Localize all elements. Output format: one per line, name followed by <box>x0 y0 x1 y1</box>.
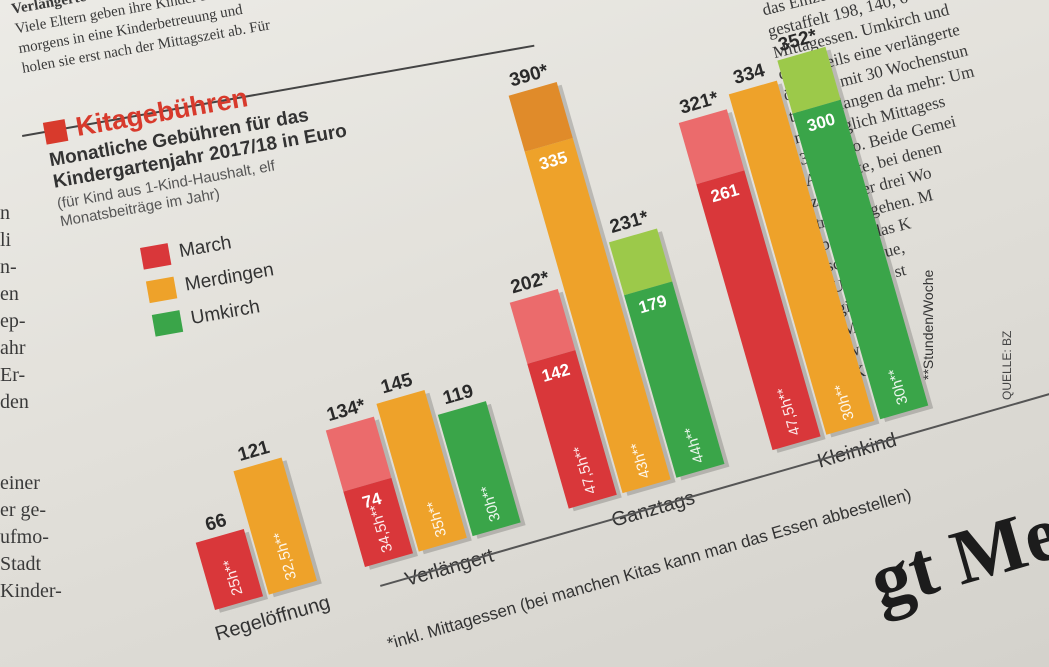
source-label: QUELLE: BZ <box>1000 330 1014 400</box>
left-column-line: n <box>0 202 10 224</box>
bar-group: 261321*47,5h**33430h**300352*30h**Kleink… <box>677 25 934 473</box>
left-column-line: en <box>0 283 19 305</box>
bar-merdingen <box>728 80 875 435</box>
bar-umkirch <box>792 99 929 420</box>
unit-note: **Stunden/Woche <box>920 269 936 380</box>
bar-total-label: 145 <box>379 369 416 398</box>
bar-top-segment <box>509 288 576 364</box>
left-column-line: ep- <box>0 310 26 332</box>
left-article-column: n li n-en ep-ahr Er-den einer er ge-ufmo- Stad… <box>0 200 62 605</box>
bar-march <box>195 528 264 610</box>
bar-merdingen <box>233 457 317 595</box>
bar-merdingen <box>376 390 467 552</box>
bar-total-label: 119 <box>441 381 476 410</box>
left-column-line: einer <box>0 472 40 494</box>
bar-top-segment <box>678 109 745 185</box>
bar-top-segment <box>508 81 573 152</box>
left-column-line: er ge- <box>0 499 47 521</box>
left-column-line: ahr <box>0 337 26 359</box>
bar-umkirch <box>624 281 725 478</box>
bar-march <box>696 170 821 451</box>
bar-top-segment <box>325 416 392 492</box>
bar-top-segment <box>608 228 673 296</box>
left-column-line: ufmo- <box>0 526 49 548</box>
left-column-line: n- <box>0 256 17 278</box>
left-column-line: li <box>0 229 12 251</box>
chart-plot-area: 6625h**12132,5h**Regelöffnung74134*34,5h… <box>195 25 934 645</box>
bar-group: 142202*47,5h**335390*43h**179231*44h**Ga… <box>507 60 730 532</box>
bar-umkirch <box>437 401 521 537</box>
bar-total-label: 66 <box>203 510 229 536</box>
bar-inner-label: 74 <box>360 489 384 513</box>
bar-total-label: 121 <box>236 437 273 466</box>
bar-march <box>343 477 414 568</box>
left-column-line: den <box>0 391 29 413</box>
bar-march <box>527 350 617 509</box>
bar-total-label: 334 <box>731 60 768 89</box>
category-label: Ganztags <box>609 487 697 532</box>
left-column-line: Er- <box>0 364 26 386</box>
bar-merdingen <box>524 138 671 494</box>
left-column-line: Kinder- <box>0 580 62 602</box>
left-column-line: Stadt <box>0 553 42 575</box>
category-label: Verlängert <box>403 544 497 590</box>
bar-top-segment <box>777 46 841 114</box>
category-label: Kleinkind <box>815 429 899 473</box>
